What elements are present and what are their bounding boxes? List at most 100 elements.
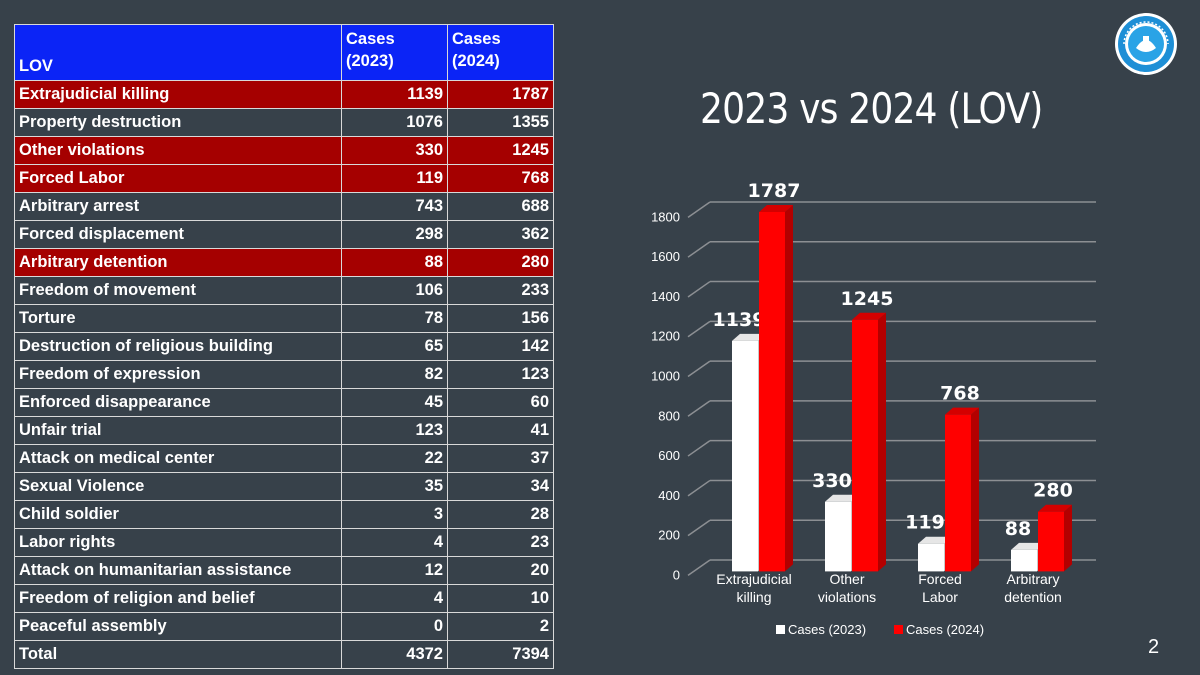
row-value-2023: 330	[341, 136, 448, 165]
table-row: Sexual Violence 35 34	[14, 472, 554, 501]
row-label: Property destruction	[14, 108, 342, 137]
data-label: 768	[940, 383, 980, 405]
gridline-diag	[687, 241, 711, 258]
y-tick-label: 400	[658, 488, 680, 503]
lov-table: LOV Cases (2023) Cases (2024) Extrajudicia…	[14, 24, 554, 669]
row-value-2024: 34	[447, 472, 554, 501]
table-row: Forced displacement 298 362	[14, 220, 554, 249]
bar-top	[825, 494, 859, 502]
bar-top	[918, 536, 952, 544]
row-value-2023: 4372	[341, 640, 448, 669]
table-row: Forced Labor 119 768	[14, 164, 554, 193]
chart-title: 2023 vs 2024 (LOV)	[700, 84, 1043, 133]
bar-2024	[852, 319, 878, 572]
bar-2024	[1038, 511, 1064, 572]
bar-side	[785, 204, 793, 572]
row-value-2024: 1245	[447, 136, 554, 165]
table-row: Torture 78 156	[14, 304, 554, 333]
row-value-2024: 37	[447, 444, 554, 473]
row-label: Arbitrary detention	[14, 248, 342, 277]
table-header-row: LOV Cases (2023) Cases (2024)	[14, 24, 554, 81]
row-value-2023: 119	[341, 164, 448, 193]
header-cases-2023: Cases (2023)	[341, 24, 448, 81]
row-value-2023: 22	[341, 444, 448, 473]
row-label: Enforced disappearance	[14, 388, 342, 417]
row-value-2024: 123	[447, 360, 554, 389]
gridline-diag	[687, 320, 711, 338]
row-value-2024: 156	[447, 304, 554, 333]
x-tick-label: Forced	[918, 571, 962, 587]
x-tick-label: Labor	[922, 589, 958, 605]
bar-top	[1011, 542, 1045, 550]
gridline-diag	[687, 559, 711, 577]
y-tick-label: 800	[658, 408, 680, 423]
row-label: Labor rights	[14, 528, 342, 557]
row-value-2024: 2	[447, 612, 554, 641]
ministry-seal-logo	[1115, 13, 1177, 75]
bar-top	[945, 407, 979, 415]
y-tick-label: 1600	[651, 249, 680, 264]
y-tick-label: 1800	[651, 209, 680, 224]
row-label: Attack on humanitarian assistance	[14, 556, 342, 585]
row-label: Freedom of religion and belief	[14, 584, 342, 613]
legend-label: Cases (2024)	[906, 622, 984, 637]
bar-side	[971, 407, 979, 572]
table-row: Property destruction 1076 1355	[14, 108, 554, 137]
row-value-2024: 142	[447, 332, 554, 361]
row-label: Unfair trial	[14, 416, 342, 445]
row-value-2023: 298	[341, 220, 448, 249]
bar-2024	[759, 211, 785, 572]
row-value-2024: 10	[447, 584, 554, 613]
data-label: 1139	[713, 309, 766, 331]
table-row: Arbitrary arrest 743 688	[14, 192, 554, 221]
y-tick-label: 1000	[651, 369, 680, 384]
row-value-2024: 280	[447, 248, 554, 277]
bar-side	[1064, 504, 1072, 572]
bar-chart: 0 200 400 600 800 1000 1200 1400 1600 1800 1139 178…	[651, 180, 1096, 637]
row-value-2023: 1139	[341, 80, 448, 109]
data-label: 330	[812, 470, 852, 492]
row-value-2023: 4	[341, 584, 448, 613]
table-row: Total 4372 7394	[14, 640, 554, 669]
row-value-2023: 35	[341, 472, 448, 501]
row-label: Torture	[14, 304, 342, 333]
gridline-diag	[687, 201, 711, 219]
header-lov: LOV	[14, 24, 342, 81]
row-value-2023: 78	[341, 304, 448, 333]
table-row: Attack on humanitarian assistance 12 20	[14, 556, 554, 585]
row-value-2024: 23	[447, 528, 554, 557]
table-row: Destruction of religious building 65 142	[14, 332, 554, 361]
legend-label: Cases (2023)	[788, 622, 866, 637]
table-row: Arbitrary detention 88 280	[14, 248, 554, 277]
bar-2023	[1011, 549, 1037, 572]
row-label: Peaceful assembly	[14, 612, 342, 641]
bar-top	[732, 333, 766, 341]
y-tick-label: 1200	[651, 329, 680, 344]
row-label: Attack on medical center	[14, 444, 342, 473]
x-tick-label: Other	[829, 571, 864, 587]
row-label: Total	[14, 640, 342, 669]
bar-2023	[825, 501, 851, 572]
gridline-diag	[687, 479, 711, 497]
bar-2023	[732, 340, 758, 572]
row-value-2023: 45	[341, 388, 448, 417]
page-number: 2	[1148, 636, 1160, 658]
bar-top	[1038, 504, 1072, 512]
row-label: Extrajudicial killing	[14, 80, 342, 109]
table-row: Child soldier 3 28	[14, 500, 554, 529]
bar-2024	[945, 414, 971, 572]
gridline-diag	[687, 400, 711, 417]
row-label: Arbitrary arrest	[14, 192, 342, 221]
table-row: Unfair trial 123 41	[14, 416, 554, 445]
x-tick-label: violations	[818, 589, 876, 605]
bar-2023	[918, 543, 944, 572]
data-label: 88	[1005, 518, 1031, 540]
table-row: Freedom of expression 82 123	[14, 360, 554, 389]
table-row: Labor rights 4 23	[14, 528, 554, 557]
y-tick-label: 0	[673, 567, 680, 582]
row-label: Freedom of movement	[14, 276, 342, 305]
row-label: Destruction of religious building	[14, 332, 342, 361]
gridline-diag	[687, 360, 711, 378]
row-value-2024: 1787	[447, 80, 554, 109]
row-value-2023: 1076	[341, 108, 448, 137]
